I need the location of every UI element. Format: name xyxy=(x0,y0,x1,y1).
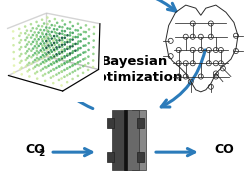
Text: 2: 2 xyxy=(38,149,44,158)
Text: Bayesian
Optimization: Bayesian Optimization xyxy=(86,55,182,84)
FancyBboxPatch shape xyxy=(107,152,113,162)
FancyBboxPatch shape xyxy=(124,110,126,170)
Text: CO: CO xyxy=(214,143,234,156)
FancyBboxPatch shape xyxy=(124,110,138,170)
FancyBboxPatch shape xyxy=(137,118,143,128)
FancyBboxPatch shape xyxy=(112,110,126,170)
FancyBboxPatch shape xyxy=(137,152,143,162)
FancyBboxPatch shape xyxy=(132,110,146,170)
FancyBboxPatch shape xyxy=(107,118,113,128)
Text: CO: CO xyxy=(25,143,45,156)
